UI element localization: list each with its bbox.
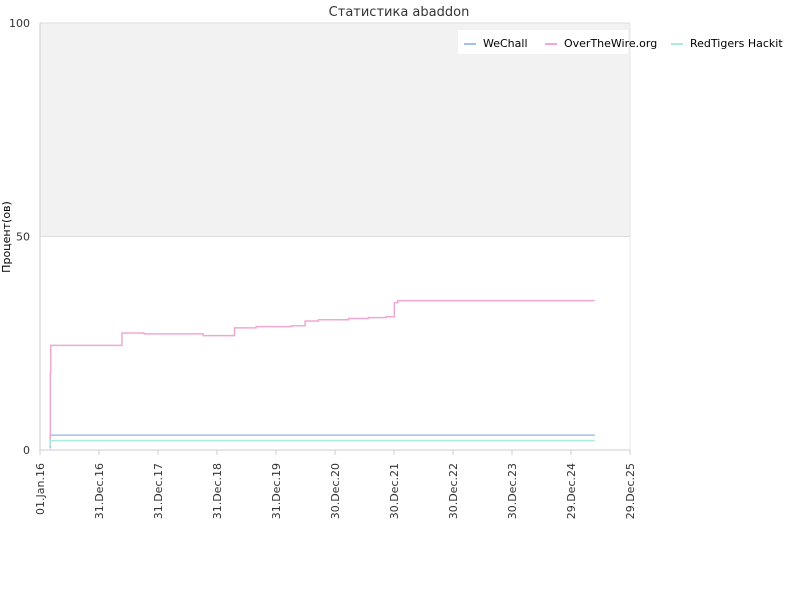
x-tick-label: 01.Jan.16 bbox=[34, 463, 47, 515]
series-line-overthewire-org bbox=[49, 299, 595, 447]
x-tick-label: 31.Dec.17 bbox=[152, 463, 165, 519]
upper-band bbox=[40, 23, 630, 237]
y-tick-label: 50 bbox=[16, 231, 30, 244]
legend-label-redtigers-hackit: RedTigers Hackit bbox=[690, 37, 783, 50]
axes: 0 50 100 01.Jan.16 31.Dec.16 31.Dec.17 31.Dec.… bbox=[9, 17, 637, 519]
y-tick-label: 0 bbox=[23, 444, 30, 457]
y-axis-label: Процент(ов) bbox=[0, 201, 13, 273]
x-tick-label: 31.Dec.16 bbox=[93, 463, 106, 519]
legend-box bbox=[458, 30, 628, 54]
legend-label-overthewire-org: OverTheWire.org bbox=[564, 37, 657, 50]
x-tick-label: 30.Dec.20 bbox=[329, 463, 342, 519]
x-tick-label: 31.Dec.19 bbox=[270, 463, 283, 519]
legend-label-wechall: WeChall bbox=[483, 37, 528, 50]
x-tick-label: 29.Dec.25 bbox=[624, 463, 637, 519]
chart-title: Статистика abaddon bbox=[329, 5, 470, 20]
series-layer bbox=[49, 299, 595, 449]
series-line-redtigers-hackit bbox=[49, 439, 595, 447]
y-tick-label: 100 bbox=[9, 17, 30, 30]
x-tick-label: 30.Dec.21 bbox=[388, 463, 401, 519]
plot-area bbox=[40, 23, 630, 237]
legend: WeChall OverTheWire.org RedTigers Hackit bbox=[458, 30, 783, 54]
x-tick-label: 30.Dec.22 bbox=[447, 463, 460, 519]
x-tick-label: 31.Dec.18 bbox=[211, 463, 224, 519]
x-tick-label: 30.Dec.23 bbox=[506, 463, 519, 519]
x-tick-label: 29.Dec.24 bbox=[565, 463, 578, 519]
